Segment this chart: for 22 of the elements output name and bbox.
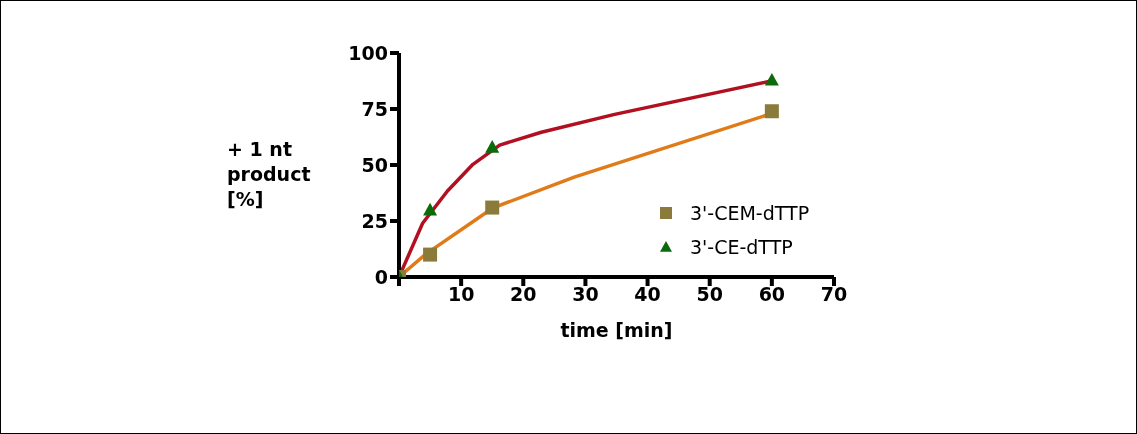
- point: [764, 72, 779, 86]
- y-tick-label: 50: [361, 153, 388, 176]
- legend-label: 3'-CE-dTTP: [690, 236, 793, 258]
- x-tick-label: 10: [447, 283, 475, 306]
- y-tick-label: 75: [361, 97, 388, 120]
- x-tick-label: 60: [758, 283, 786, 306]
- y-tick-label: 0: [374, 265, 388, 288]
- y-tick-label: 25: [361, 209, 388, 232]
- x-tick-label: 40: [634, 283, 661, 306]
- point: [485, 200, 500, 215]
- point: [423, 202, 438, 216]
- point: [485, 140, 500, 153]
- legend-label: 3'-CEM-dTTP: [690, 202, 810, 224]
- x-axis-title: time [min]: [560, 319, 673, 341]
- point: [423, 247, 438, 262]
- y-tick-label: 100: [348, 41, 388, 64]
- x-tick-label: 20: [510, 283, 537, 306]
- point: [764, 104, 779, 119]
- x-tick-label: 30: [572, 283, 599, 306]
- y-axis-title: + 1 nt product [%]: [227, 137, 312, 212]
- x-tick-label: 70: [820, 283, 848, 306]
- x-tick-label: 50: [696, 283, 723, 306]
